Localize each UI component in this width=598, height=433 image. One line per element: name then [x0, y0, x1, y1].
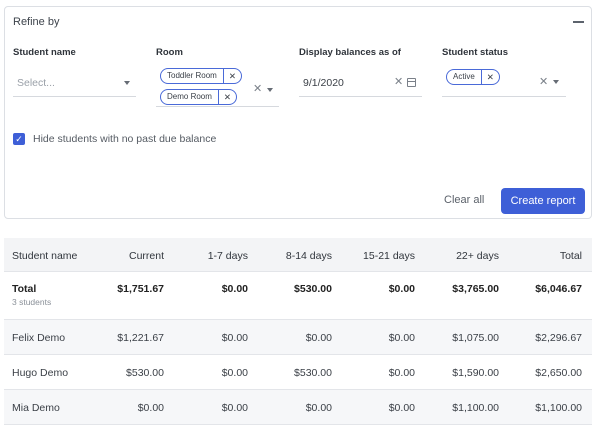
days-15-21-cell: $0.00 [388, 332, 415, 344]
days-1-7-cell: $0.00 [221, 402, 248, 414]
column-header: 1-7 days [207, 250, 248, 262]
room-select[interactable]: Toddler Room ✕ Demo Room ✕ ✕ [156, 67, 279, 107]
table-header: Student name Current 1-7 days 8-14 days … [4, 238, 592, 272]
student-name-cell: Hugo Demo [12, 367, 69, 379]
room-chip-toddler: Toddler Room ✕ [160, 68, 242, 84]
student-name-cell: Felix Demo [12, 332, 66, 344]
student-name-label: Student name [13, 47, 76, 58]
table-row[interactable]: Felix Demo $1,221.67 $0.00 $0.00 $0.00 $… [4, 320, 592, 355]
chevron-down-icon[interactable] [267, 88, 273, 92]
days-8-14-cell: $0.00 [305, 402, 332, 414]
days-8-14-cell: $530.00 [294, 367, 332, 379]
days-8-14-cell: $0.00 [305, 332, 332, 344]
total-cell: $2,296.67 [535, 332, 582, 344]
room-label: Room [156, 47, 183, 58]
chevron-down-icon[interactable] [553, 80, 559, 84]
chip-label: Toddler Room [167, 71, 217, 80]
table-row-total: Total 3 students $1,751.67 $0.00 $530.00… [4, 272, 592, 320]
status-label: Student status [442, 47, 508, 58]
days-1-7-cell: $0.00 [221, 332, 248, 344]
balances-label: Display balances as of [299, 47, 401, 58]
total-cell: $2,650.00 [535, 367, 582, 379]
days-22-plus-cell: $1,075.00 [452, 332, 499, 344]
chip-label: Demo Room [167, 92, 212, 101]
chevron-down-icon[interactable] [124, 81, 130, 85]
balances-date-value: 9/1/2020 [303, 77, 344, 89]
total-label: Total [12, 283, 37, 295]
student-name-select[interactable]: Select... [13, 67, 136, 97]
days-22-plus-cell: $1,100.00 [452, 402, 499, 414]
current-cell: $0.00 [137, 402, 164, 414]
collapse-icon[interactable] [573, 21, 584, 23]
current-cell: $530.00 [126, 367, 164, 379]
remove-chip-icon[interactable]: ✕ [217, 90, 236, 104]
column-header: Student name [12, 250, 78, 262]
status-select[interactable]: Active ✕ ✕ [442, 67, 566, 97]
hide-students-checkbox[interactable]: ✓ [13, 133, 25, 145]
total-students-count: 3 students [12, 297, 52, 307]
days-15-21-cell: $0.00 [388, 367, 415, 379]
student-name-placeholder: Select... [17, 77, 55, 89]
table-row[interactable]: Hugo Demo $530.00 $0.00 $530.00 $0.00 $1… [4, 355, 592, 390]
column-header: Total [559, 250, 582, 262]
panel-title: Refine by [13, 16, 60, 28]
create-report-button[interactable]: Create report [501, 188, 585, 214]
hide-students-label: Hide students with no past due balance [33, 133, 217, 145]
total-cell: $1,100.00 [535, 402, 582, 414]
days-15-21-cell: $0.00 [388, 402, 415, 414]
days-22-plus-cell: $1,590.00 [452, 367, 499, 379]
status-chip-active: Active ✕ [446, 69, 500, 85]
clear-icon[interactable]: ✕ [253, 83, 263, 95]
chip-label: Active [453, 72, 475, 81]
aging-report-table: Student name Current 1-7 days 8-14 days … [4, 238, 592, 425]
column-header: 8-14 days [285, 250, 332, 262]
column-header: 15-21 days [363, 250, 415, 262]
remove-chip-icon[interactable]: ✕ [222, 69, 241, 83]
total-22-plus: $3,765.00 [452, 283, 499, 295]
current-cell: $1,221.67 [117, 332, 164, 344]
clear-icon[interactable]: ✕ [394, 76, 404, 88]
remove-chip-icon[interactable]: ✕ [480, 70, 499, 84]
total-15-21: $0.00 [388, 283, 415, 295]
total-total: $6,046.67 [535, 283, 582, 295]
column-header: Current [128, 250, 164, 262]
room-chip-demo: Demo Room ✕ [160, 89, 238, 105]
calendar-icon[interactable] [407, 78, 416, 87]
days-1-7-cell: $0.00 [221, 367, 248, 379]
total-1-7: $0.00 [221, 283, 248, 295]
table-row[interactable]: Mia Demo $0.00 $0.00 $0.00 $0.00 $1,100.… [4, 390, 592, 425]
clear-all-button[interactable]: Clear all [444, 194, 485, 206]
total-current: $1,751.67 [117, 283, 164, 295]
total-8-14: $530.00 [294, 283, 332, 295]
refine-panel: Refine by Student name Select... Room To… [4, 6, 592, 219]
column-header: 22+ days [456, 250, 499, 262]
balances-date-field[interactable]: 9/1/2020 ✕ [299, 67, 422, 97]
student-name-cell: Mia Demo [12, 402, 60, 414]
clear-icon[interactable]: ✕ [539, 76, 549, 88]
